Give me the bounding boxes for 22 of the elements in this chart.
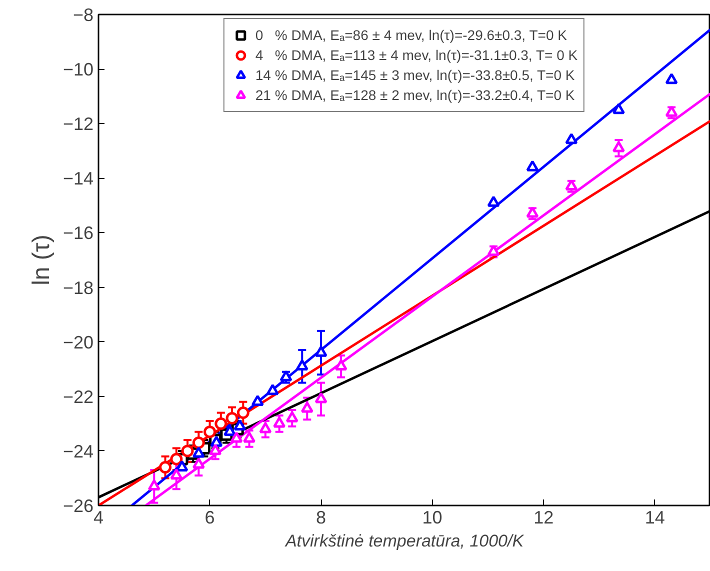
x-axis-title: Atvirkštinė temperatūra, 1000/K xyxy=(284,532,524,550)
y-tick-label: −20 xyxy=(62,332,94,352)
y-axis-title: ln (τ) xyxy=(28,234,55,286)
y-tick-label: −10 xyxy=(62,60,94,80)
x-tick-label: 8 xyxy=(316,508,326,528)
y-tick-label: −8 xyxy=(72,5,94,25)
y-tick-label: −22 xyxy=(62,386,94,407)
x-tick-label: 6 xyxy=(204,508,215,528)
legend-label: 14 % DMA, Eₐ=145 ± 3 mev, ln(τ)=-33.8±0.5, T=0 K xyxy=(255,66,575,85)
y-tick-label: −26 xyxy=(62,496,94,516)
y-tick-label: −12 xyxy=(62,114,94,134)
legend-label: 0 % DMA, Eₐ=86 ± 4 mev, ln(τ)=-29.6±0.3, T=0 K xyxy=(255,26,567,45)
x-tick-label: 10 xyxy=(422,508,442,528)
legend-label: 21 % DMA, Eₐ=128 ± 2 mev, ln(τ)=-33.2±0.4, T=0 K xyxy=(255,86,575,105)
x-tick-label: 4 xyxy=(93,508,104,528)
x-tick-label: 14 xyxy=(644,508,665,528)
y-tick-label: −18 xyxy=(62,278,94,298)
legend-label: 4 % DMA, Eₐ=113 ± 4 mev, ln(τ)=-31.1±0.3, T= 0 K xyxy=(255,46,578,65)
y-tick-label: −24 xyxy=(62,441,94,462)
y-tick-label: −14 xyxy=(62,168,94,189)
x-tick-label: 12 xyxy=(534,508,554,528)
y-tick-label: −16 xyxy=(62,223,94,244)
